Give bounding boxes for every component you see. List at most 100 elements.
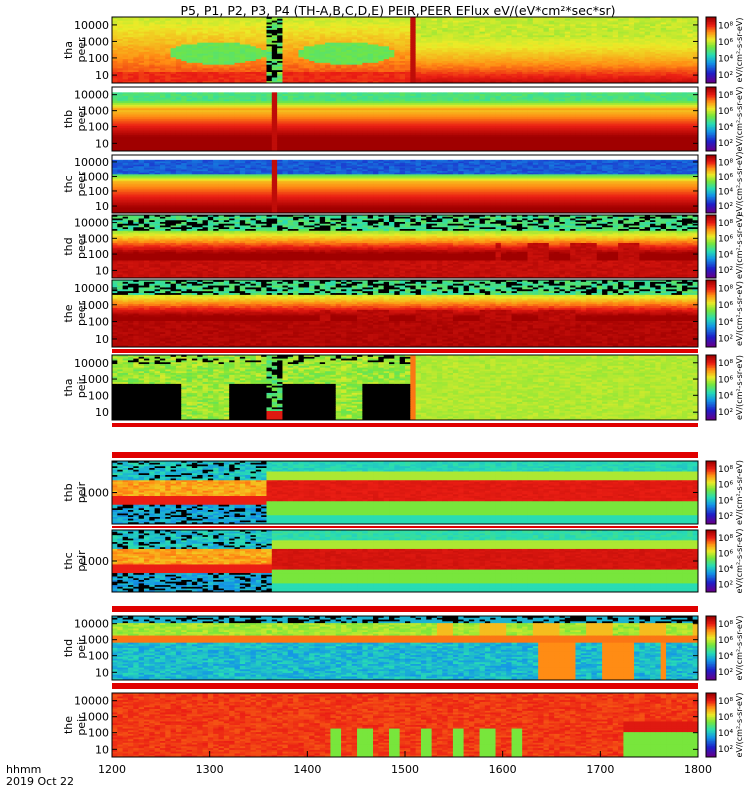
y-tick-label: 10000 xyxy=(74,156,109,169)
colorbar-tick-label: 10⁴ xyxy=(718,187,733,197)
data-gap-bar xyxy=(112,423,698,427)
colorbar-unit-label: eV/(cm²-s-sr-eV) xyxy=(735,214,744,279)
y-label-species: peir xyxy=(75,481,88,503)
colorbar-tick-label: 10⁸ xyxy=(718,91,733,101)
colorbar-tick-label: 10⁴ xyxy=(718,729,733,739)
y-tick-label: 10 xyxy=(95,333,109,346)
y-label-species: peer xyxy=(75,234,88,260)
colorbar-tick-label: 10⁴ xyxy=(718,652,733,662)
spectrogram-cells xyxy=(112,530,698,592)
colorbar-tick-label: 10⁸ xyxy=(718,21,733,31)
data-gap-bar xyxy=(112,349,698,353)
y-label-probe: thb xyxy=(62,483,75,501)
colorbar-unit-label: eV/(cm²-s-sr-eV) xyxy=(735,18,744,83)
x-tick-label: 1700 xyxy=(586,763,614,776)
colorbar-tick-label: 10² xyxy=(718,139,733,149)
colorbar: 10² 10⁴ 10⁶ 10⁸ eV/(cm²-s-sr-eV) xyxy=(706,280,744,347)
y-tick-label: 10000 xyxy=(74,217,109,230)
colorbar-tick-label: 10⁶ xyxy=(718,107,733,117)
colorbar-tick-label: 10⁶ xyxy=(718,636,733,646)
colorbar-tick-label: 10² xyxy=(718,71,733,81)
colorbar-unit-label: eV/(cm²-s-sr-eV) xyxy=(735,355,744,420)
colorbar-tick-label: 10² xyxy=(718,202,733,212)
y-label-species: peir xyxy=(75,714,88,736)
colorbar-tick-label: 10⁸ xyxy=(718,219,733,229)
colorbar-tick-label: 10⁶ xyxy=(718,713,733,723)
spectrogram-cells xyxy=(112,355,698,420)
colorbar-tick-label: 10² xyxy=(718,335,733,345)
y-tick-label: 100 xyxy=(88,389,109,402)
colorbar-tick-label: 10² xyxy=(718,408,733,418)
figure-title: P5, P1, P2, P3, P4 (TH-A,B,C,D,E) PEIR,P… xyxy=(180,3,615,18)
y-label-species: peer xyxy=(75,106,88,132)
spectrogram-cells xyxy=(112,215,698,278)
y-tick-label: 10 xyxy=(95,406,109,419)
x-tick-label: 1500 xyxy=(391,763,419,776)
spectrogram-cells xyxy=(112,461,698,524)
y-tick-label: 10 xyxy=(95,200,109,213)
colorbar-tick-label: 10⁸ xyxy=(718,534,733,544)
y-label-probe: tha xyxy=(62,41,75,59)
data-gap-bar xyxy=(112,452,698,458)
y-tick-label: 10000 xyxy=(74,282,109,295)
y-label-probe: the xyxy=(62,304,75,322)
y-tick-label: 10000 xyxy=(74,695,109,708)
spectrogram-cells xyxy=(112,87,698,151)
y-tick-label: 100 xyxy=(88,248,109,261)
data-gap-bar xyxy=(112,683,698,689)
y-tick-label: 10000 xyxy=(74,19,109,32)
colorbar-tick-label: 10⁴ xyxy=(718,318,733,328)
colorbar-unit-label: eV/(cm²-s-sr-eV) xyxy=(735,152,744,217)
colorbar-unit-label: eV/(cm²-s-sr-eV) xyxy=(735,281,744,346)
y-label-probe: thc xyxy=(62,552,75,569)
y-tick-label: 10 xyxy=(95,743,109,756)
colorbar-tick-label: 10⁶ xyxy=(718,375,733,385)
x-tick-label: 1300 xyxy=(196,763,224,776)
time-label-date: 2019 Oct 22 xyxy=(6,775,74,788)
colorbar-tick-label: 10² xyxy=(718,512,733,522)
x-tick-label: 1800 xyxy=(684,763,712,776)
spectrogram-cells xyxy=(112,280,698,347)
colorbar-tick-label: 10⁴ xyxy=(718,392,733,402)
colorbar-tick-label: 10⁶ xyxy=(718,301,733,311)
y-tick-label: 100 xyxy=(88,52,109,65)
colorbar-unit-label: eV/(cm²-s-sr-eV) xyxy=(735,87,744,152)
data-gap-bar xyxy=(112,526,698,528)
colorbar-tick-label: 10² xyxy=(718,266,733,276)
colorbar-tick-label: 10⁸ xyxy=(718,697,733,707)
colorbar-tick-label: 10⁶ xyxy=(718,549,733,559)
y-label-probe: the xyxy=(62,716,75,734)
colorbar-tick-label: 10⁸ xyxy=(718,158,733,168)
spectrogram-cells xyxy=(112,155,698,213)
colorbar-tick-label: 10⁴ xyxy=(718,250,733,260)
x-tick-label: 1200 xyxy=(98,763,126,776)
colorbar-tick-label: 10⁸ xyxy=(718,284,733,294)
colorbar-tick-label: 10⁶ xyxy=(718,481,733,491)
colorbar-tick-label: 10⁸ xyxy=(718,620,733,630)
spectrogram-cells xyxy=(112,693,698,757)
x-tick-label: 1400 xyxy=(293,763,321,776)
colorbar-tick-label: 10² xyxy=(718,580,733,590)
y-tick-label: 10000 xyxy=(74,618,109,631)
y-tick-label: 100 xyxy=(88,650,109,663)
y-label-species: peir xyxy=(75,637,88,659)
y-tick-label: 100 xyxy=(88,316,109,329)
y-tick-label: 10000 xyxy=(74,89,109,102)
y-label-species: peer xyxy=(75,37,88,63)
colorbar-tick-label: 10⁸ xyxy=(718,359,733,369)
colorbar-unit-label: eV/(cm²-s-sr-eV) xyxy=(735,616,744,681)
colorbar-tick-label: 10⁶ xyxy=(718,235,733,245)
